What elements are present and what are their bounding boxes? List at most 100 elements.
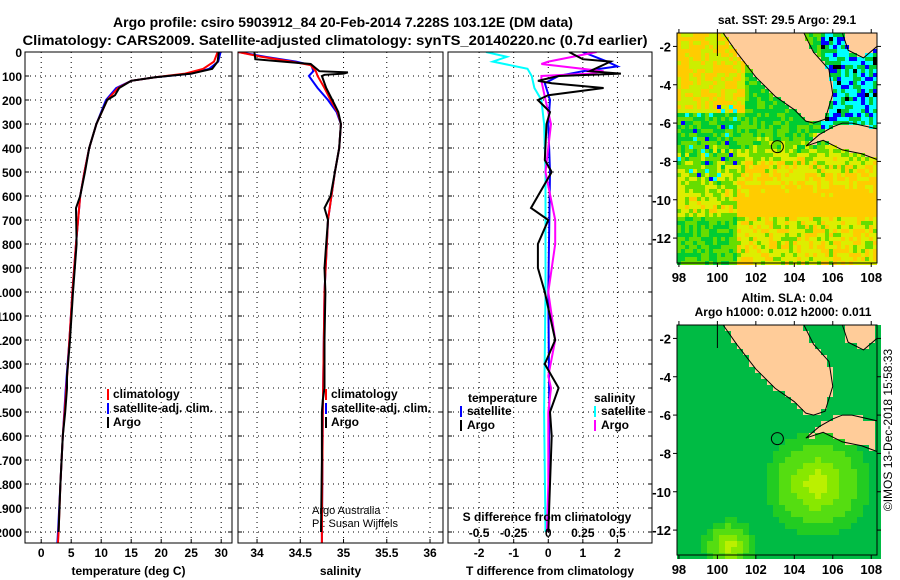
map-cell [857, 547, 863, 553]
map-cell [801, 153, 805, 157]
map-cell [677, 177, 681, 181]
map-cell [755, 553, 761, 559]
map-cell [869, 113, 873, 117]
map-cell [791, 535, 797, 541]
map-cell [785, 129, 789, 133]
map-cell [713, 45, 717, 49]
map-cell [833, 397, 839, 403]
map-cell [721, 69, 725, 73]
map-cell [839, 427, 845, 433]
map-cell [781, 229, 785, 233]
map-cell [717, 169, 721, 173]
map-cell [693, 85, 697, 89]
map-cell [689, 257, 693, 261]
map-cell [865, 89, 869, 93]
map-cell [815, 331, 821, 337]
map-cell [797, 361, 803, 367]
map-cell [789, 61, 793, 65]
map-cell [773, 499, 779, 505]
map-cell [801, 73, 805, 77]
map-cell [721, 141, 725, 145]
map-cell [707, 367, 713, 373]
map-cell [849, 61, 853, 65]
map-cell [779, 337, 785, 343]
map-cell [841, 205, 845, 209]
map-cell [685, 93, 689, 97]
map-cell [765, 133, 769, 137]
map-cell [773, 233, 777, 237]
map-cell [733, 169, 737, 173]
map-cell [757, 137, 761, 141]
map-cell [713, 463, 719, 469]
map-cell [767, 331, 773, 337]
map-cell [829, 125, 833, 129]
map-cell [851, 391, 857, 397]
map-cell [761, 469, 767, 475]
map-cell [813, 213, 817, 217]
map-cell [845, 409, 851, 415]
map-cell [821, 45, 825, 49]
map-cell [869, 81, 873, 85]
map-cell [725, 65, 729, 69]
map-cell [681, 45, 685, 49]
map-cell [685, 217, 689, 221]
map-cell [839, 523, 845, 529]
map-cell [865, 153, 869, 157]
map-cell [833, 121, 837, 125]
map-cell [769, 213, 773, 217]
map-cell [801, 169, 805, 173]
map-cell [833, 41, 837, 45]
map-cell [745, 101, 749, 105]
map-cell [725, 487, 731, 493]
map-cell [705, 101, 709, 105]
map-cell [743, 517, 749, 523]
map-cell [705, 201, 709, 205]
map-cell [773, 337, 779, 343]
map-cell [861, 193, 865, 197]
map-lat-label: -12 [652, 523, 671, 538]
map-cell [737, 197, 741, 201]
map-cell [689, 141, 693, 145]
map-cell [797, 89, 801, 93]
map-cell [791, 529, 797, 535]
map-cell [753, 193, 757, 197]
map-cell [845, 41, 849, 45]
map-cell [805, 133, 809, 137]
map-cell [737, 385, 743, 391]
map-cell [857, 133, 861, 137]
map-cell [689, 505, 695, 511]
map-cell [721, 49, 725, 53]
map-cell [741, 53, 745, 57]
map-cell [865, 145, 869, 149]
map-cell [817, 89, 821, 93]
map-cell [705, 225, 709, 229]
map-cell [809, 193, 813, 197]
map-cell [719, 541, 725, 547]
map-cell [773, 409, 779, 415]
map-cell [757, 101, 761, 105]
map-cell [697, 57, 701, 61]
map-cell [861, 105, 865, 109]
map-cell [817, 169, 821, 173]
map-cell [815, 349, 821, 355]
map-cell [761, 145, 765, 149]
map-cell [785, 133, 789, 137]
map-cell [689, 61, 693, 65]
map-cell [733, 233, 737, 237]
map-cell [827, 415, 833, 421]
map-cell [825, 97, 829, 101]
map-cell [769, 117, 773, 121]
map-lat-label: -6 [659, 408, 671, 423]
map-cell [873, 117, 877, 121]
map-cell [793, 121, 797, 125]
map-cell [863, 511, 869, 517]
map-cell [837, 85, 841, 89]
map-cell [813, 81, 817, 85]
map-cell [875, 469, 881, 475]
map-cell [737, 205, 741, 209]
map-cell [789, 97, 793, 101]
map-cell [701, 109, 705, 113]
map-cell [829, 233, 833, 237]
map-cell [761, 101, 765, 105]
map-cell [761, 41, 765, 45]
